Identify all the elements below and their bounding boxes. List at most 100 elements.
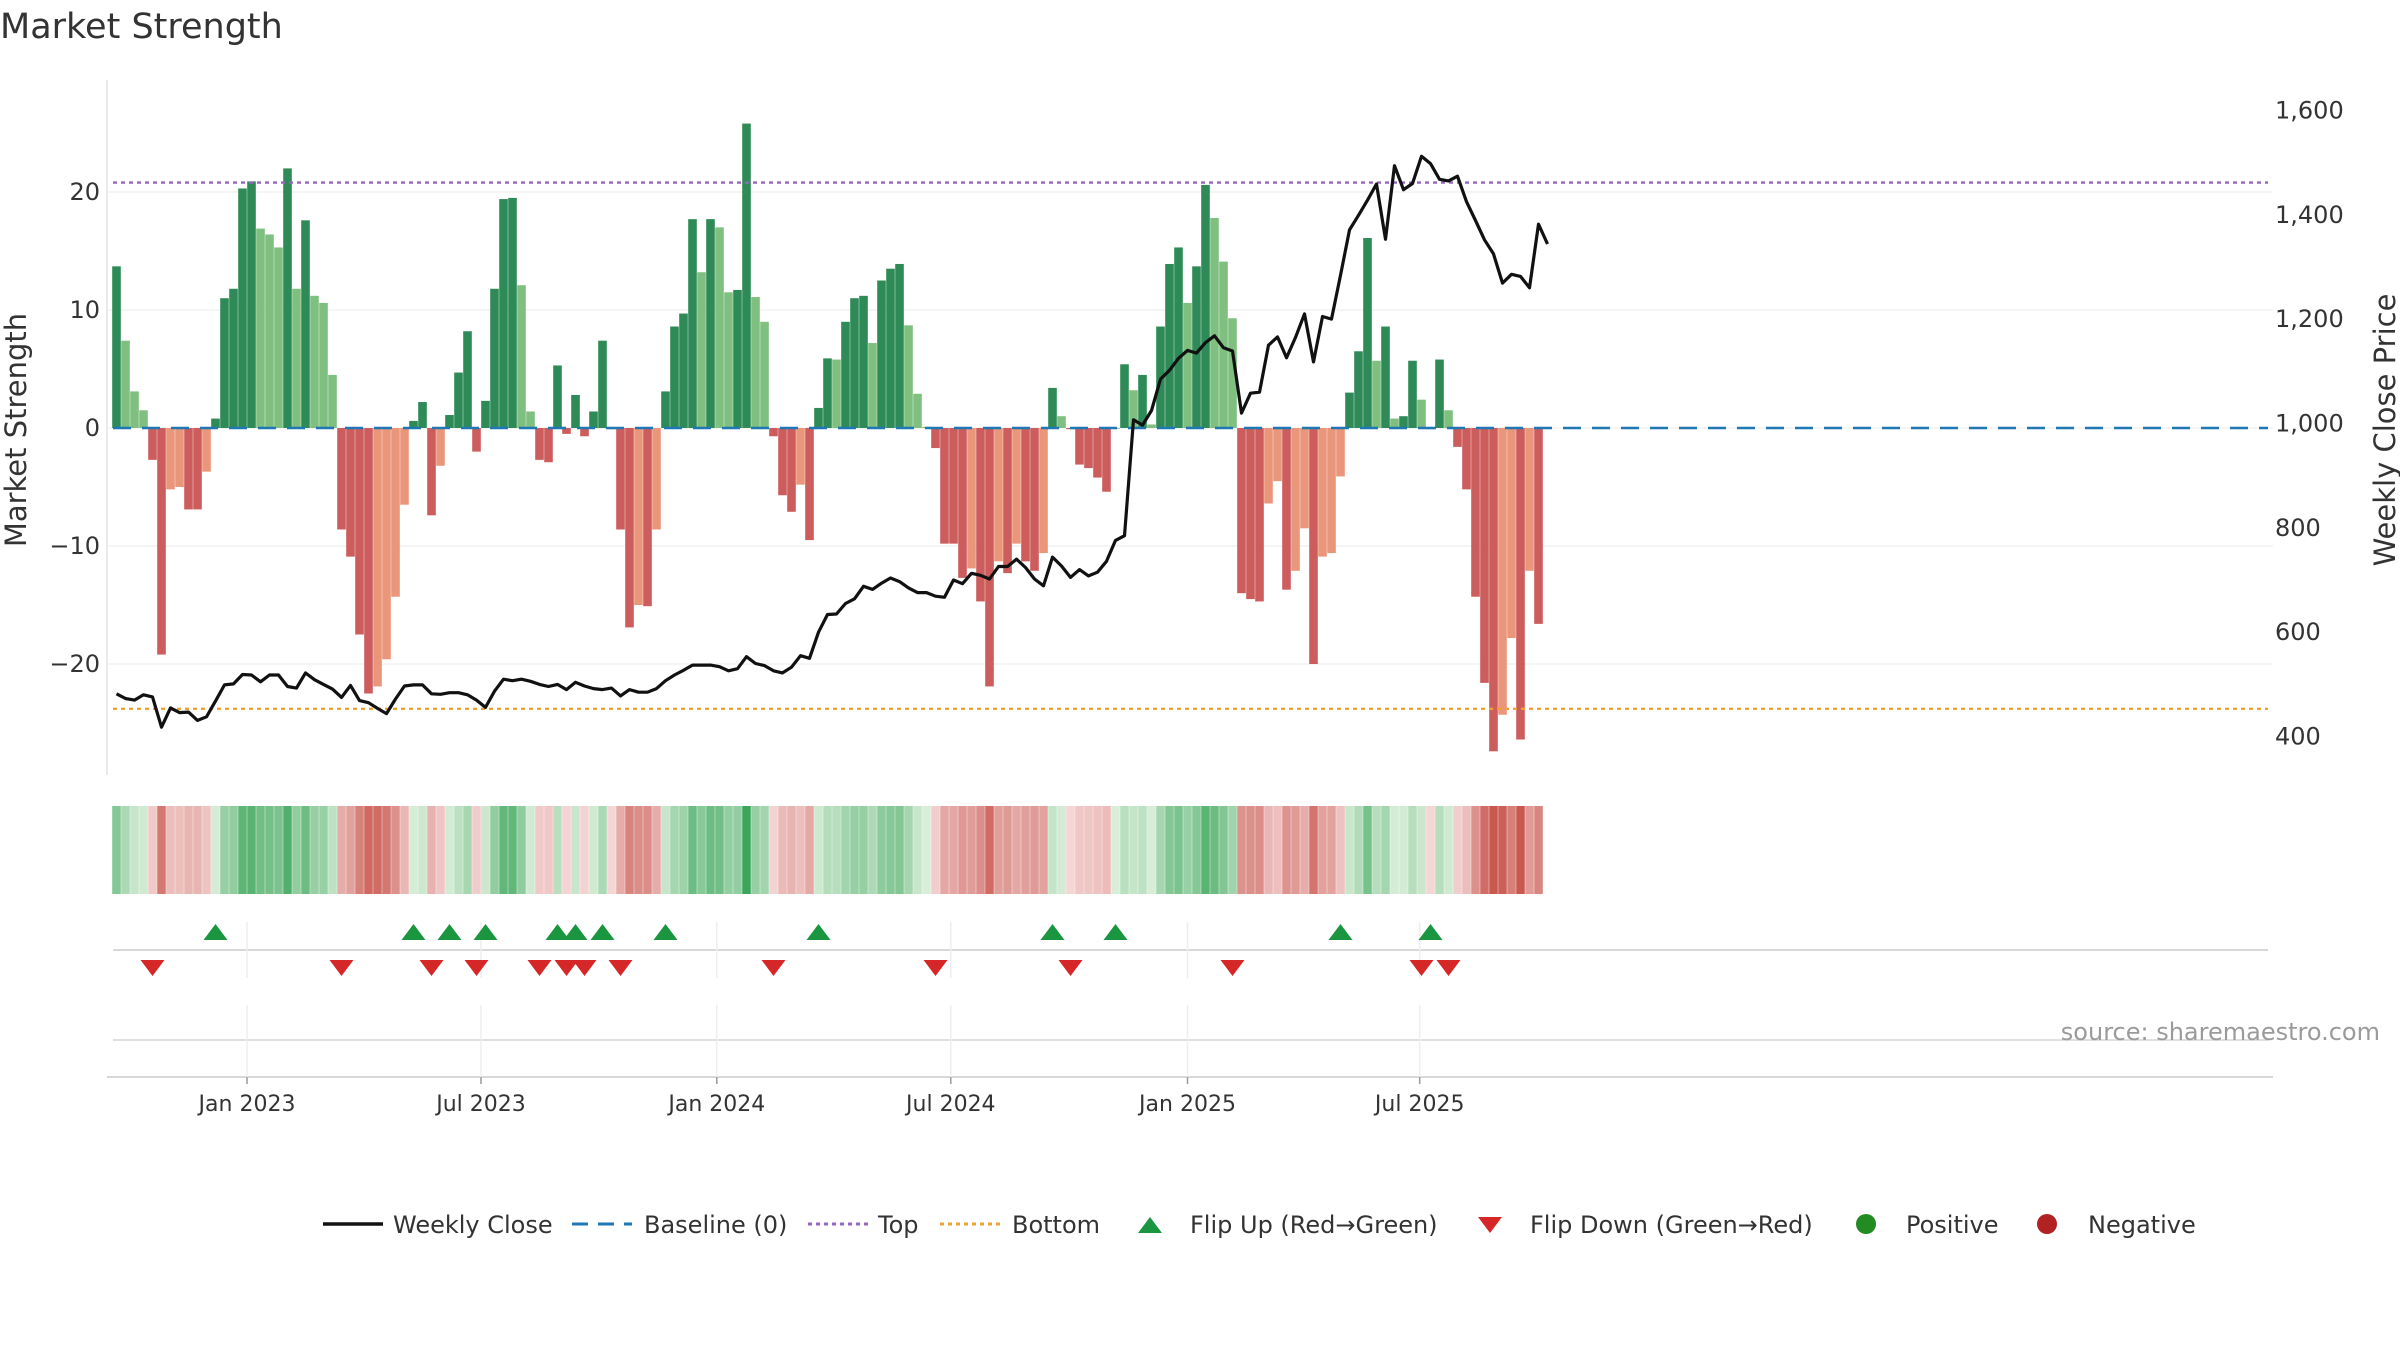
strength-bar	[1372, 360, 1381, 428]
strength-bar	[184, 428, 193, 510]
strip-cell	[607, 806, 616, 894]
strength-bar	[427, 428, 436, 516]
strength-bar	[823, 358, 832, 428]
strip-cell	[229, 806, 238, 894]
strip-cell	[1192, 806, 1201, 894]
strip-cell	[1300, 806, 1309, 894]
strength-bar	[166, 428, 175, 490]
strip-cell	[1363, 806, 1372, 894]
strength-bar	[1030, 428, 1039, 571]
legend-flip-up: Flip Up (Red→Green)	[1138, 1211, 1438, 1239]
strength-bar	[292, 288, 301, 428]
bottom-panel: source: sharemaestro.com	[107, 1005, 2380, 1078]
strength-bar	[850, 298, 859, 428]
strip-cell	[1453, 806, 1462, 894]
strength-bar	[760, 321, 769, 428]
strip-cell	[1480, 806, 1489, 894]
strength-bar	[679, 313, 688, 428]
flips-panel	[113, 922, 2268, 978]
strip-cell	[526, 806, 535, 894]
strip-cell	[616, 806, 625, 894]
strip-cell	[157, 806, 166, 894]
x-tick-label: Jul 2023	[434, 1092, 526, 1117]
strength-bar	[625, 428, 634, 628]
negative-swatch	[2037, 1214, 2057, 1234]
strip-cell	[1435, 806, 1444, 894]
strip-cell	[1219, 806, 1228, 894]
flip-down-marker	[464, 960, 489, 976]
strip-cell	[535, 806, 544, 894]
strength-bar	[994, 428, 1003, 562]
strength-bar	[1525, 428, 1534, 571]
strip-cell	[679, 806, 688, 894]
strength-bar	[157, 428, 166, 655]
x-tick-label: Jan 2024	[666, 1092, 765, 1117]
strip-cell	[715, 806, 724, 894]
strip-cell	[895, 806, 904, 894]
strip-cell	[886, 806, 895, 894]
flip-down-marker	[923, 960, 948, 976]
strip-cell	[1147, 806, 1156, 894]
strip-cell	[328, 806, 337, 894]
strip-cell	[274, 806, 283, 894]
strength-bar	[769, 428, 778, 437]
strength-bar	[859, 295, 868, 428]
strip-cell	[1354, 806, 1363, 894]
strength-bar	[643, 428, 652, 607]
strength-bar	[1336, 428, 1345, 477]
strength-bar	[688, 219, 697, 428]
strip-cell	[544, 806, 553, 894]
strip-cell	[193, 806, 202, 894]
strength-bar	[1471, 428, 1480, 597]
strength-bar	[454, 372, 463, 428]
strip-cell	[760, 806, 769, 894]
strip-cell	[652, 806, 661, 894]
strength-bar	[391, 428, 400, 597]
right-tick-label: 1,400	[2275, 201, 2344, 229]
strength-bar	[1417, 399, 1426, 428]
flip-down-marker	[1058, 960, 1083, 976]
strength-bar	[1102, 428, 1111, 492]
strip-cell	[301, 806, 310, 894]
strength-bar	[733, 289, 742, 428]
strip-cell	[1273, 806, 1282, 894]
strip-cell	[787, 806, 796, 894]
strip-cell	[373, 806, 382, 894]
strength-bar	[193, 428, 202, 510]
strip-cell	[1057, 806, 1066, 894]
strength-bar	[1480, 428, 1489, 683]
strip-cell	[598, 806, 607, 894]
flip-up-marker	[473, 924, 498, 940]
strip-cell	[1111, 806, 1120, 894]
legend-baseline-label: Baseline (0)	[644, 1211, 787, 1239]
strip-cell	[904, 806, 913, 894]
strip-cell	[1462, 806, 1471, 894]
strip-cell	[670, 806, 679, 894]
strength-bar	[1039, 428, 1048, 554]
strength-bar	[1138, 374, 1147, 428]
strength-bar	[463, 331, 472, 428]
strength-bar	[697, 272, 706, 428]
main-panel: 20 10 0 −10 −20 1,600 1,400 1,200 1,000 800 600 40…	[0, 80, 2400, 775]
flip-up-marker	[653, 924, 678, 940]
strength-bar	[1516, 428, 1525, 740]
right-tick-label: 400	[2275, 723, 2321, 751]
strength-bars	[112, 123, 1543, 752]
strength-bar	[364, 428, 373, 694]
right-y-ticks: 1,600 1,400 1,200 1,000 800 600 400	[2275, 96, 2344, 750]
strip-cell	[1264, 806, 1273, 894]
strength-bar	[1390, 418, 1399, 428]
strip-cell	[985, 806, 994, 894]
strength-bar	[382, 428, 391, 660]
strength-bar	[373, 428, 382, 687]
strip-cell	[1444, 806, 1453, 894]
strength-bar	[274, 247, 283, 428]
strip-cell	[436, 806, 445, 894]
source-note: source: sharemaestro.com	[2061, 1018, 2380, 1046]
strength-bar	[1291, 428, 1300, 571]
strength-bar	[1363, 238, 1372, 428]
strength-bar	[841, 321, 850, 428]
strength-bar	[1147, 424, 1156, 428]
strength-bar	[940, 428, 949, 544]
right-axis-label: Weekly Close Price	[2368, 294, 2400, 567]
